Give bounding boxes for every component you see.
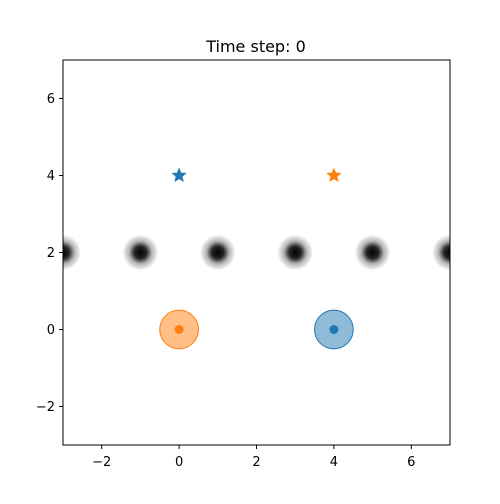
- x-tick-label: 6: [407, 455, 415, 470]
- obstacle-marker: [432, 235, 450, 270]
- axes: −2 0 2 4 6 −2 0 2 4 6: [36, 92, 416, 470]
- obstacle-marker: [122, 235, 158, 270]
- x-tick-label: −2: [92, 455, 111, 470]
- axes-frame: [62, 59, 451, 446]
- obstacle-marker: [355, 235, 391, 270]
- y-tick-label: 2: [47, 246, 55, 261]
- x-tick-label: 0: [175, 455, 183, 470]
- x-tick-label: 2: [252, 455, 260, 470]
- goal-star-marker: [326, 167, 342, 182]
- obstacle-marker: [200, 235, 236, 270]
- y-tick-label: 6: [47, 92, 55, 107]
- x-tick-label: 4: [330, 455, 338, 470]
- y-tick-label: −2: [36, 400, 55, 415]
- agent-center-marker: [174, 325, 184, 334]
- plot-area: [63, 167, 450, 350]
- obstacle-marker: [63, 235, 81, 270]
- goal-star-marker: [171, 167, 187, 182]
- agent-center-marker: [329, 325, 339, 334]
- y-tick-label: 4: [47, 169, 55, 184]
- obstacle-marker: [277, 235, 313, 270]
- chart-title: Time step: 0: [205, 37, 306, 56]
- y-tick-label: 0: [47, 323, 55, 338]
